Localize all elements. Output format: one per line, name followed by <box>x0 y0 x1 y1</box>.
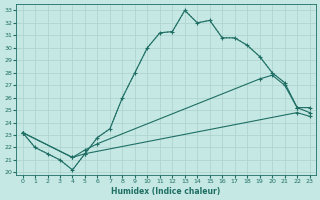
X-axis label: Humidex (Indice chaleur): Humidex (Indice chaleur) <box>111 187 221 196</box>
